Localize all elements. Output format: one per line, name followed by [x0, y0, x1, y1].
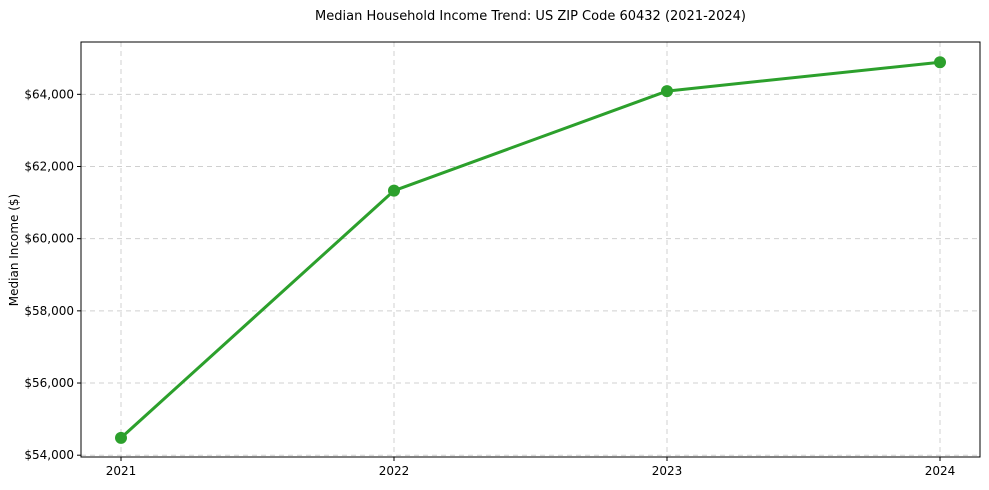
- y-tick-label: $56,000: [24, 376, 74, 390]
- y-tick-label: $58,000: [24, 304, 74, 318]
- plot-border: [80, 41, 981, 458]
- data-point-2021: [115, 431, 127, 444]
- x-tick-label: 2021: [106, 464, 137, 478]
- x-tick-label: 2022: [379, 464, 410, 478]
- chart-title: Median Household Income Trend: US ZIP Co…: [315, 9, 746, 24]
- data-point-2024: [934, 56, 946, 69]
- y-tick-label: $60,000: [24, 232, 74, 246]
- data-point-2022: [388, 184, 400, 197]
- plot-background: [81, 42, 980, 457]
- data-point-2023: [661, 85, 673, 98]
- y-tick-label: $64,000: [24, 87, 74, 101]
- y-tick-label: $54,000: [24, 448, 74, 462]
- x-tick-label: 2023: [652, 464, 683, 478]
- y-tick-label: $62,000: [24, 160, 74, 174]
- x-tick-label: 2024: [925, 464, 956, 478]
- trend-line: [119, 60, 942, 440]
